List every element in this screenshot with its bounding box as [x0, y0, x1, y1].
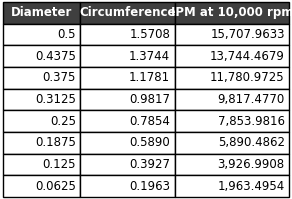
Text: 0.1875: 0.1875 [35, 136, 76, 149]
Bar [175, 154, 289, 175]
Text: 0.1963: 0.1963 [129, 180, 170, 193]
Bar [3, 154, 80, 175]
Bar [80, 89, 175, 110]
Text: 0.5890: 0.5890 [129, 136, 170, 149]
Text: 1.5708: 1.5708 [129, 28, 170, 41]
Text: Diameter: Diameter [11, 6, 72, 19]
Text: 1.1781: 1.1781 [129, 71, 170, 84]
Bar [80, 154, 175, 175]
Bar [175, 89, 289, 110]
Text: 3,926.9908: 3,926.9908 [218, 158, 285, 171]
Bar [3, 110, 80, 132]
Bar [3, 89, 80, 110]
Text: 13,744.4679: 13,744.4679 [210, 50, 285, 63]
Bar [80, 67, 175, 89]
Text: IPM at 10,000 rpm: IPM at 10,000 rpm [171, 6, 292, 19]
Text: 7,853.9816: 7,853.9816 [218, 115, 285, 128]
Text: 0.3125: 0.3125 [35, 93, 76, 106]
Bar [175, 110, 289, 132]
Bar [3, 175, 80, 197]
Bar [80, 45, 175, 67]
Bar [3, 67, 80, 89]
Bar [175, 175, 289, 197]
Text: Circumference: Circumference [79, 6, 176, 19]
Bar [175, 45, 289, 67]
Bar [80, 110, 175, 132]
Text: 0.125: 0.125 [42, 158, 76, 171]
Bar [80, 132, 175, 154]
Text: 0.0625: 0.0625 [35, 180, 76, 193]
Bar [175, 132, 289, 154]
Text: 0.7854: 0.7854 [129, 115, 170, 128]
Bar [80, 2, 175, 24]
Text: 5,890.4862: 5,890.4862 [218, 136, 285, 149]
Bar [3, 24, 80, 45]
Text: 0.5: 0.5 [57, 28, 76, 41]
Text: 0.25: 0.25 [50, 115, 76, 128]
Bar [3, 2, 80, 24]
Bar [175, 2, 289, 24]
Bar [80, 175, 175, 197]
Bar [3, 132, 80, 154]
Text: 0.9817: 0.9817 [129, 93, 170, 106]
Bar [3, 45, 80, 67]
Text: 9,817.4770: 9,817.4770 [218, 93, 285, 106]
Text: 1.3744: 1.3744 [129, 50, 170, 63]
Bar [175, 24, 289, 45]
Text: 1,963.4954: 1,963.4954 [218, 180, 285, 193]
Text: 11,780.9725: 11,780.9725 [210, 71, 285, 84]
Text: 0.3927: 0.3927 [129, 158, 170, 171]
Bar [175, 67, 289, 89]
Bar [80, 24, 175, 45]
Text: 0.375: 0.375 [42, 71, 76, 84]
Text: 15,707.9633: 15,707.9633 [210, 28, 285, 41]
Text: 0.4375: 0.4375 [35, 50, 76, 63]
